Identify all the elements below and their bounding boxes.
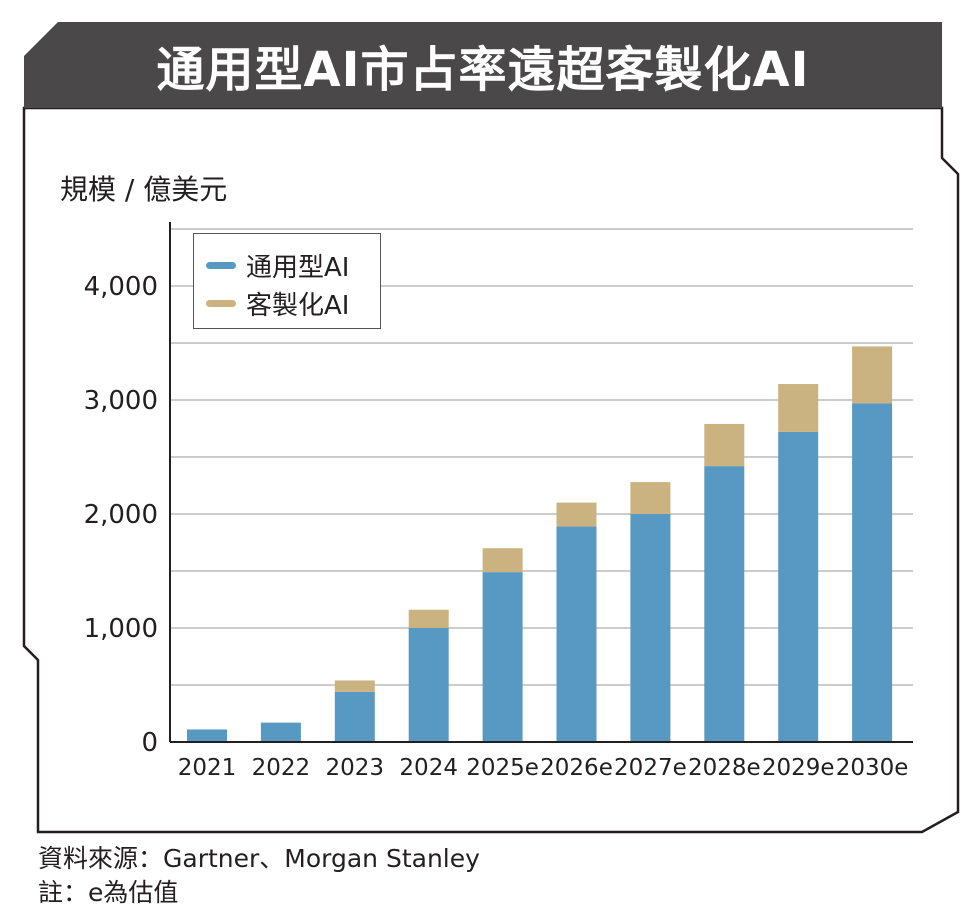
x-tick-label: 2027e (614, 755, 687, 781)
x-tick-label: 2023 (326, 755, 385, 781)
y-tick-label: 1,000 (84, 614, 158, 644)
y-tick-label: 3,000 (84, 386, 158, 416)
bar-custom-ai (482, 548, 523, 573)
bar-general-ai (852, 403, 893, 742)
bar-general-ai (408, 628, 449, 742)
legend-item-general-ai: 通用型AI (206, 248, 350, 283)
bar-general-ai (556, 526, 597, 742)
chart-legend: 通用型AI 客製化AI (193, 233, 381, 329)
bar-custom-ai (852, 346, 893, 404)
y-tick-label: 2,000 (84, 500, 158, 530)
source-note: 資料來源：Gartner、Morgan Stanley (38, 844, 480, 873)
chart-title: 通用型AI市占率遠超客製化AI (156, 42, 810, 98)
bar-general-ai (704, 466, 745, 742)
bar-custom-ai (778, 384, 819, 432)
y-tick-label: 0 (141, 728, 158, 758)
x-tick-label: 2030e (836, 755, 909, 781)
x-tick-label: 2026e (540, 755, 613, 781)
x-tick-label: 2029e (762, 755, 835, 781)
y-tick-label: 4,000 (84, 272, 158, 302)
bar-general-ai (482, 572, 523, 742)
bar-custom-ai (630, 482, 671, 514)
x-tick-label: 2025e (466, 755, 539, 781)
x-tick-label: 2022 (252, 755, 311, 781)
legend-swatch-custom-ai (206, 299, 236, 307)
bar-custom-ai (556, 502, 597, 527)
bar-general-ai (630, 514, 671, 742)
x-tick-label: 2021 (178, 755, 237, 781)
footer-notes: 資料來源：Gartner、Morgan Stanley 註：e為估值 (38, 842, 480, 910)
legend-item-custom-ai: 客製化AI (206, 286, 350, 321)
bar-custom-ai (334, 680, 375, 692)
bar-general-ai (778, 431, 819, 742)
x-tick-label: 2024 (399, 755, 458, 781)
bar-custom-ai (704, 423, 745, 467)
x-tick-label: 2028e (688, 755, 761, 781)
bar-general-ai (187, 729, 227, 742)
bar-general-ai (260, 722, 301, 742)
bar-general-ai (334, 691, 375, 742)
title-banner (24, 22, 942, 108)
legend-label-custom-ai: 客製化AI (246, 290, 350, 321)
legend-label-general-ai: 通用型AI (246, 252, 350, 283)
bar-custom-ai (408, 609, 449, 628)
y-axis-unit-label: 規模 / 億美元 (60, 173, 228, 206)
legend-swatch-general-ai (206, 261, 236, 269)
estimate-note: 註：e為估值 (38, 878, 179, 907)
